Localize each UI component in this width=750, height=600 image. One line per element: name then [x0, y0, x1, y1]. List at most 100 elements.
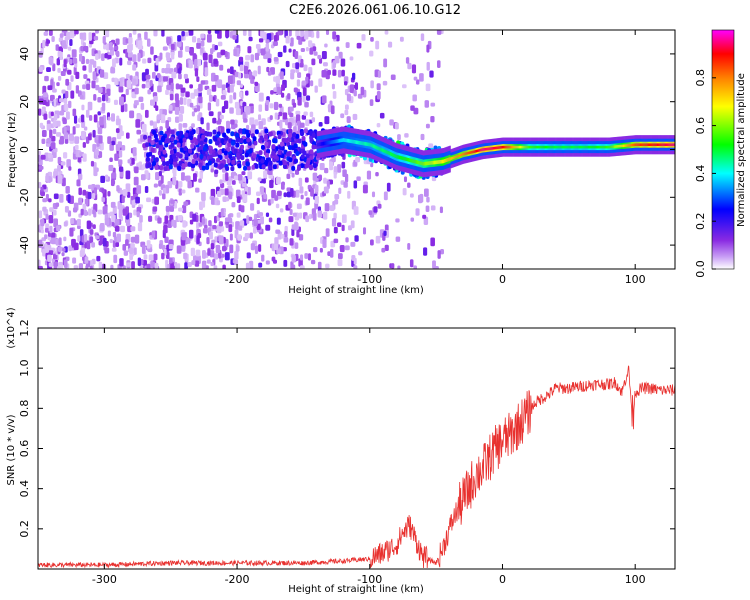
ridge-cell — [394, 153, 396, 158]
noise-cell — [206, 88, 212, 96]
noise-cell — [208, 111, 214, 117]
noise-cell — [268, 217, 273, 223]
noise-cell — [88, 208, 92, 216]
noise-cell — [47, 254, 52, 262]
ridge-cell — [543, 145, 546, 149]
noise-cell — [344, 89, 349, 96]
spectrogram-x-ticks: -300 -200 -100 0 100 — [92, 30, 646, 286]
noise-cell — [220, 126, 225, 135]
noise-cell — [120, 103, 125, 113]
ridge-cell — [633, 143, 635, 147]
ridge-cell — [647, 143, 650, 147]
noise-cell — [236, 212, 241, 218]
noise-cell — [249, 260, 254, 269]
ridge-cell — [541, 145, 544, 149]
noise-cell — [337, 222, 342, 228]
noise-cell — [100, 175, 106, 184]
noise-cell — [82, 203, 87, 211]
noise-cell — [146, 197, 152, 203]
ridge-cell — [450, 157, 452, 160]
noise-cell — [88, 133, 92, 141]
band-cell — [299, 131, 304, 137]
snr-x-label: Height of straight line (km) — [288, 584, 424, 595]
noise-cell — [192, 53, 197, 61]
noise-cell — [420, 33, 425, 42]
noise-cell — [41, 130, 47, 137]
ridge-cell — [316, 142, 319, 147]
noise-cell — [154, 196, 160, 205]
noise-cell — [127, 51, 133, 58]
band-cell — [309, 149, 314, 155]
noise-cell — [237, 174, 242, 181]
band-cell — [223, 150, 228, 156]
noise-cell — [153, 253, 158, 261]
ridge-cell — [617, 145, 619, 148]
noise-cell — [47, 137, 52, 144]
ridge-cell — [389, 151, 392, 156]
ridge-cell — [396, 154, 398, 159]
noise-cell — [97, 111, 102, 116]
noise-cell — [362, 184, 368, 194]
noise-cell — [73, 220, 78, 225]
noise-cell — [310, 188, 314, 197]
ridge-cell — [456, 155, 459, 158]
noise-cell — [51, 36, 55, 42]
noise-cell — [179, 106, 185, 114]
noise-cell — [341, 69, 345, 77]
band-cell — [309, 165, 314, 171]
band-cell — [272, 164, 277, 170]
noise-cell — [181, 172, 185, 181]
noise-cell — [334, 193, 340, 200]
band-cell — [296, 165, 301, 171]
noise-cell — [375, 235, 381, 244]
noise-cell — [92, 129, 96, 138]
noise-cell — [216, 200, 221, 206]
ridge-cell — [552, 145, 554, 149]
noise-cell — [170, 199, 175, 204]
ridge-cell — [328, 140, 330, 145]
noise-cell — [47, 152, 52, 158]
band-cell — [161, 157, 166, 163]
band-cell — [159, 146, 164, 152]
ridge-cell — [383, 149, 385, 153]
ridge-cell — [418, 160, 421, 165]
noise-cell — [188, 30, 194, 36]
noise-cell — [170, 51, 175, 60]
ridge-cell — [636, 143, 638, 147]
noise-cell — [110, 67, 116, 74]
ridge-cell — [639, 143, 641, 147]
noise-cell — [144, 186, 149, 193]
ridge-cell — [611, 145, 614, 149]
band-cell — [240, 144, 245, 150]
band-cell — [192, 137, 197, 143]
noise-cell — [69, 39, 73, 46]
band-cell — [282, 160, 287, 166]
ridge-cell — [588, 145, 590, 149]
noise-cell — [182, 122, 188, 128]
noise-cell — [255, 44, 261, 49]
band-cell — [165, 160, 170, 166]
ridge-cell — [367, 142, 370, 147]
noise-cell — [277, 30, 283, 36]
noise-cell — [185, 45, 190, 53]
band-cell — [272, 138, 277, 144]
noise-cell — [122, 189, 128, 196]
noise-cell — [49, 129, 53, 139]
noise-cell — [83, 126, 88, 131]
noise-cell — [150, 46, 154, 55]
noise-cell — [370, 37, 374, 42]
noise-cell — [178, 188, 182, 196]
noise-cell — [98, 261, 103, 269]
noise-cell — [387, 41, 393, 48]
noise-cell — [231, 123, 236, 130]
ridge-cell — [556, 145, 559, 149]
noise-cell — [296, 79, 301, 87]
noise-cell — [174, 93, 179, 102]
noise-cell — [130, 226, 136, 232]
noise-cell — [132, 147, 137, 157]
noise-cell — [383, 191, 388, 201]
ridge-cell — [321, 141, 324, 146]
noise-cell — [161, 244, 166, 250]
noise-cell — [229, 107, 234, 114]
noise-cell — [319, 162, 325, 171]
